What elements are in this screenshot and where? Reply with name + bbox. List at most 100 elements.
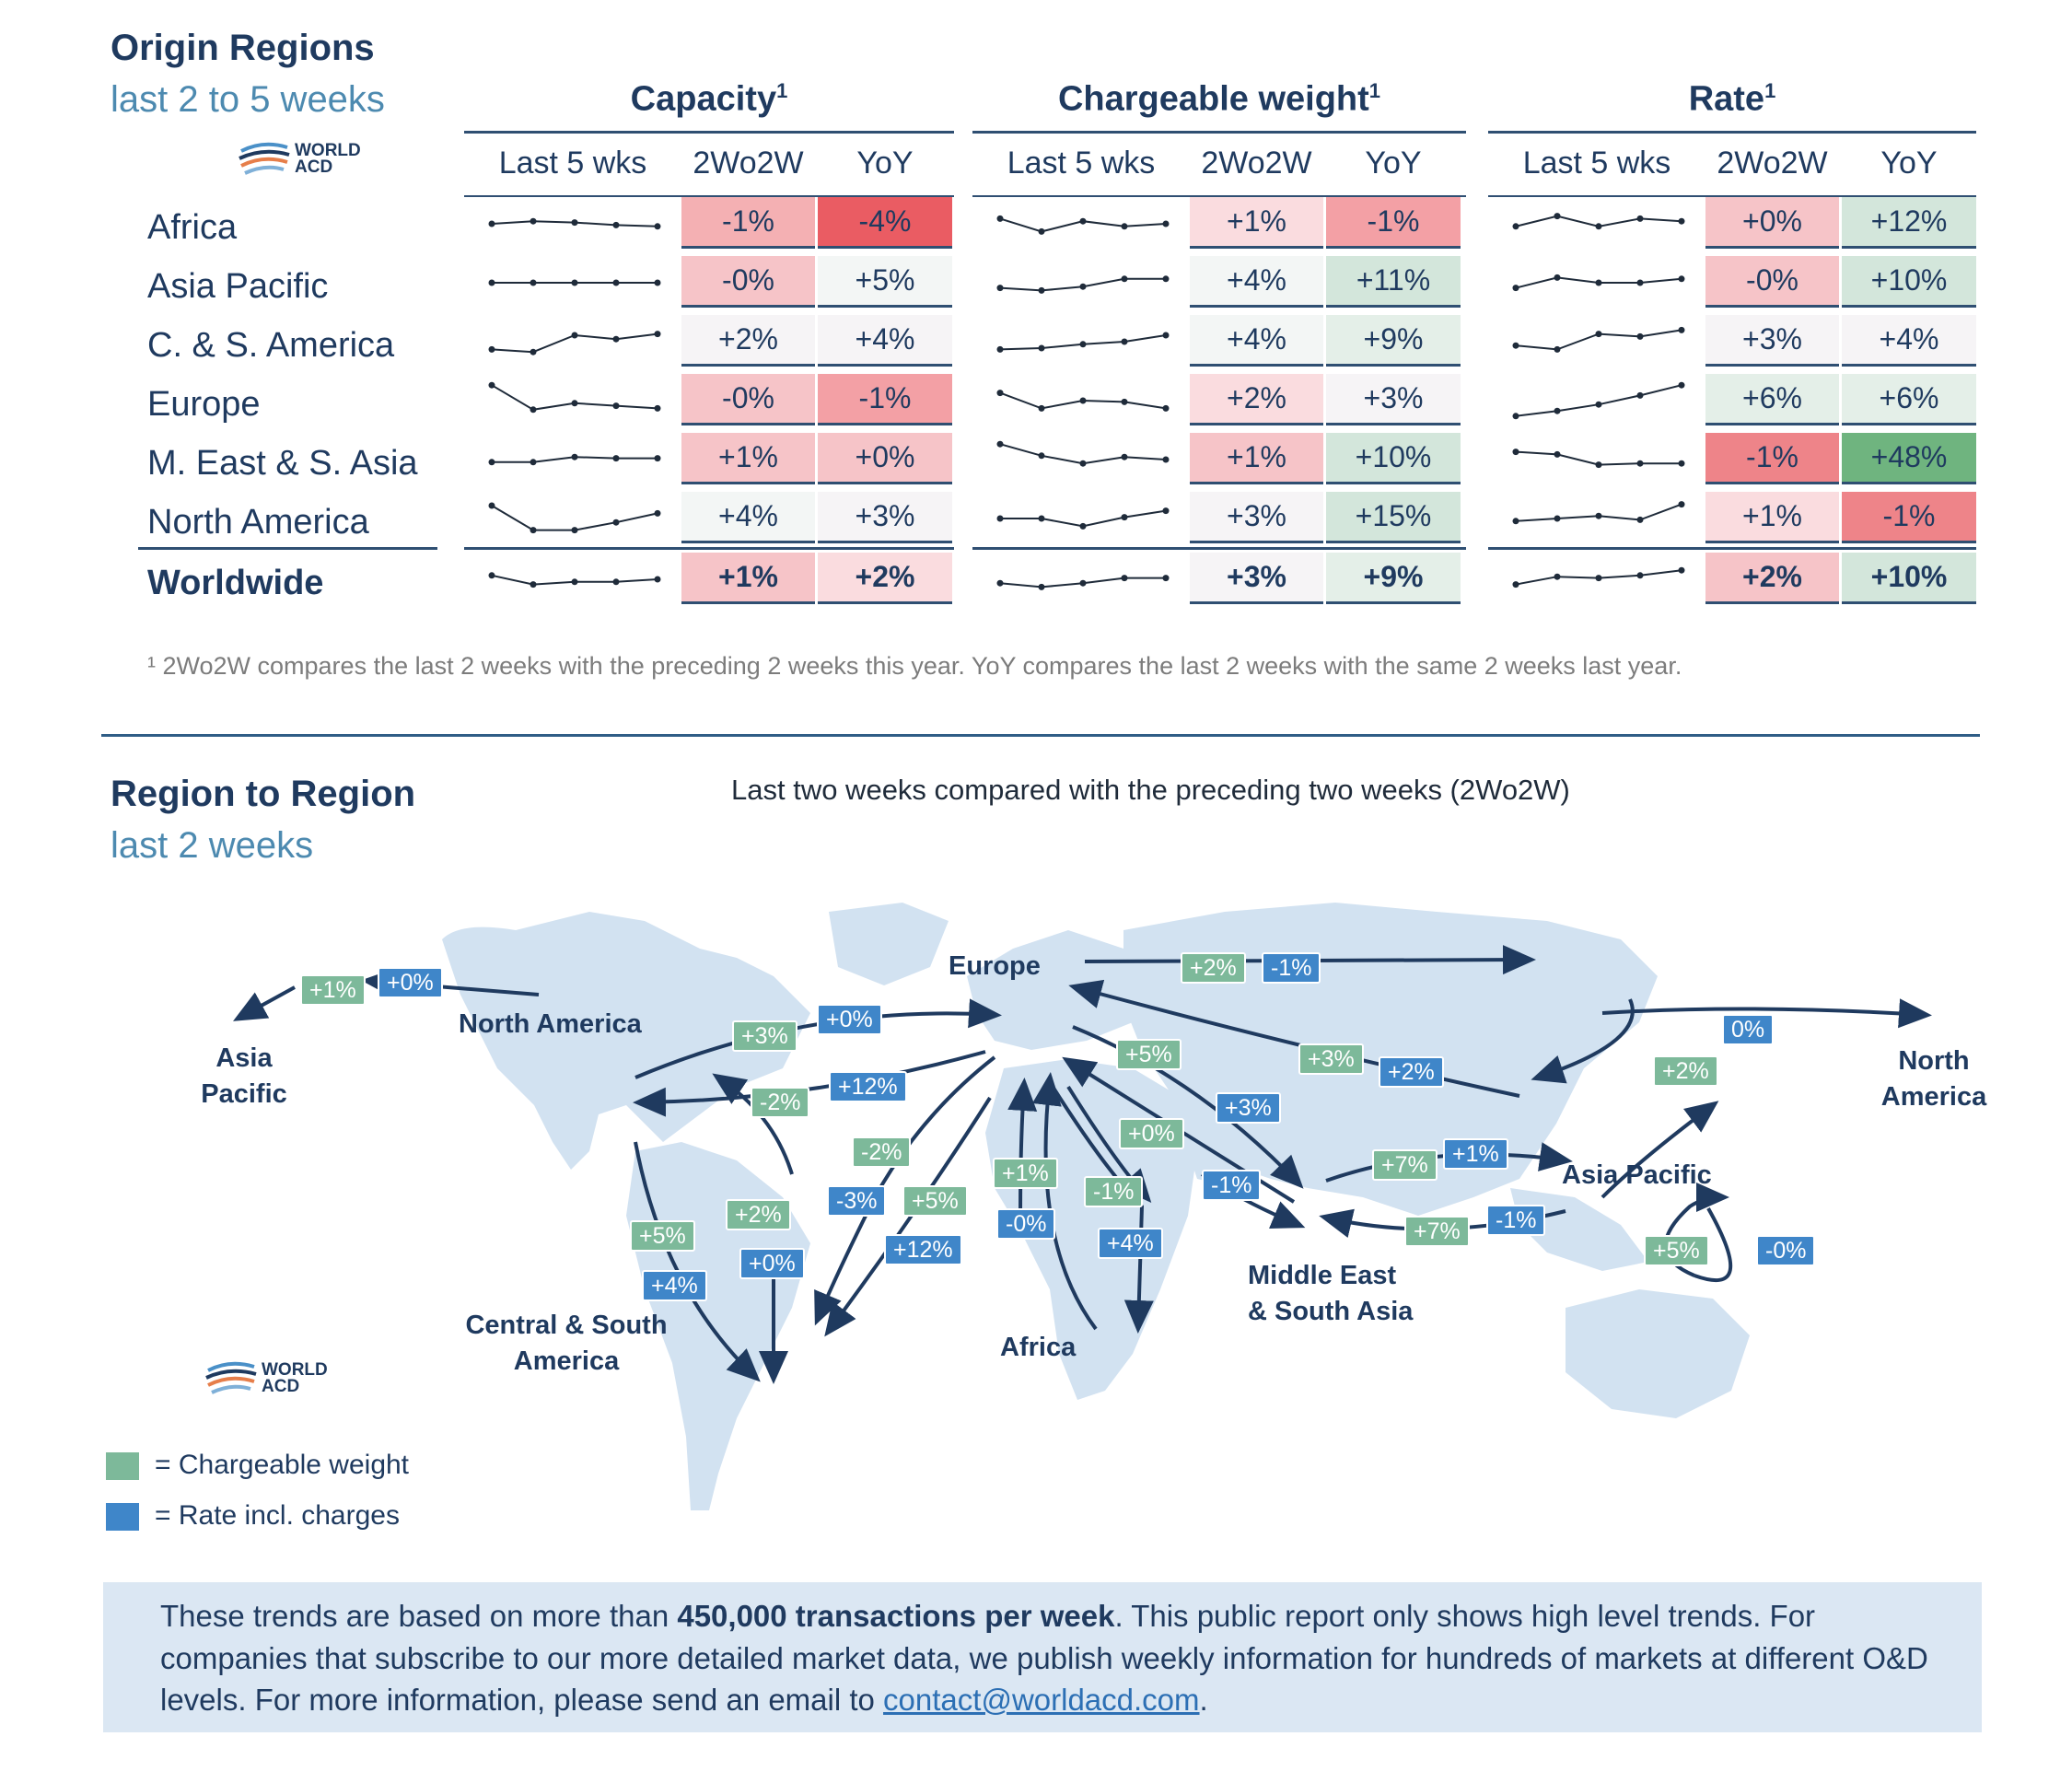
spark-point-capacity-4-1	[530, 459, 537, 466]
cell-rate-yoy-5: -1%	[1842, 492, 1976, 543]
flow-tag-chargeable-2: +3%	[732, 1020, 797, 1052]
info-box: These trends are based on more than 450,…	[103, 1582, 1982, 1732]
spark-point-chargeable-weight-0-0	[996, 215, 1004, 222]
spark-point-rate-2-4	[1678, 326, 1685, 333]
sparkline-chargeable-weight-0	[996, 215, 1170, 235]
spark-point-chargeable-weight-2-0	[996, 345, 1004, 353]
flow-tag-chargeable-0: +1%	[300, 974, 366, 1006]
logo2-text-2: ACD	[262, 1377, 300, 1396]
spark-point-chargeable-weight-4-0	[996, 440, 1004, 448]
total-separator-chargeable-weight	[972, 547, 1466, 550]
colhead-underline-capacity	[464, 195, 954, 197]
sparkline-rate-6	[1512, 566, 1685, 589]
contact-email-link[interactable]: contact@worldacd.com	[883, 1683, 1200, 1718]
flow-tag-chargeable-24: +5%	[902, 1185, 968, 1217]
spark-point-chargeable-weight-6-4	[1162, 575, 1170, 582]
cell-capacity-yoy-4: +0%	[818, 433, 952, 484]
spark-point-capacity-2-1	[530, 348, 537, 355]
spark-point-rate-5-1	[1554, 515, 1561, 522]
sparkline-chargeable-weight-6	[996, 575, 1170, 590]
sparkline-capacity-0	[488, 217, 661, 230]
cell-rate-yoy-0: +12%	[1842, 197, 1976, 249]
spark-point-rate-4-2	[1595, 461, 1602, 469]
flow-tag-rate-29: +4%	[1098, 1228, 1163, 1259]
flow-tag-rate-25: +12%	[884, 1234, 962, 1265]
spark-point-rate-3-0	[1512, 413, 1519, 420]
sparkline-rate-2	[1512, 326, 1685, 353]
greenland-shape	[829, 903, 949, 985]
cell-capacity-yoy-2: +4%	[818, 315, 952, 367]
spark-point-capacity-6-0	[488, 572, 495, 579]
spark-point-chargeable-weight-4-3	[1121, 453, 1128, 460]
flow-tag-rate-13: -1%	[1202, 1170, 1262, 1201]
colhead-underline-chargeable-weight	[972, 195, 1466, 197]
cell-capacity-yoy-1: +5%	[818, 256, 952, 308]
cell-chargeable-weight-2wo2w-1: +4%	[1190, 256, 1323, 308]
cell-rate-yoy-6: +10%	[1842, 553, 1976, 604]
flow-tag-rate-21: -0%	[1756, 1235, 1816, 1266]
spark-point-capacity-1-4	[654, 279, 661, 286]
spark-point-rate-3-1	[1554, 407, 1561, 414]
flow-tag-chargeable-15: +2%	[1653, 1055, 1718, 1087]
flow-tag-rate-19: -1%	[1486, 1205, 1546, 1236]
col-header-rate-1: 2Wo2W	[1717, 146, 1828, 181]
sparkline-rate-1	[1512, 274, 1685, 292]
cell-capacity-2wo2w-2: +2%	[681, 315, 815, 367]
spark-point-chargeable-weight-5-4	[1162, 507, 1170, 515]
sparkline-capacity-1	[488, 279, 661, 286]
flow-tag-rate-11: +3%	[1216, 1092, 1281, 1124]
spark-point-chargeable-weight-6-0	[996, 579, 1004, 587]
spark-point-capacity-3-1	[530, 406, 537, 414]
spark-point-capacity-5-2	[571, 527, 578, 534]
spark-point-chargeable-weight-1-4	[1162, 275, 1170, 283]
spark-point-rate-1-1	[1554, 274, 1561, 281]
spark-point-capacity-2-3	[612, 335, 620, 343]
group-header-rate: Rate1	[1488, 79, 1976, 120]
spark-point-capacity-6-4	[654, 576, 661, 583]
cell-chargeable-weight-2wo2w-0: +1%	[1190, 197, 1323, 249]
flow-tag-chargeable-28: -1%	[1084, 1176, 1144, 1207]
sparkline-capacity-6	[488, 572, 661, 589]
spark-point-rate-2-0	[1512, 342, 1519, 349]
spark-point-capacity-4-0	[488, 459, 495, 466]
row-label-4: M. East & S. Asia	[147, 444, 418, 483]
spark-point-chargeable-weight-2-4	[1162, 332, 1170, 339]
cell-chargeable-weight-yoy-2: +9%	[1326, 315, 1461, 367]
flow-tag-chargeable-12: +0%	[1119, 1118, 1184, 1149]
flow-tag-rate-17: +1%	[1443, 1138, 1508, 1170]
flow-tag-rate-1: +0%	[378, 967, 443, 998]
spark-point-rate-6-4	[1678, 566, 1685, 574]
spark-point-rate-4-4	[1678, 460, 1685, 467]
cell-chargeable-weight-2wo2w-5: +3%	[1190, 492, 1323, 543]
sparkline-chargeable-weight-4	[996, 440, 1170, 467]
spark-point-capacity-1-0	[488, 279, 495, 286]
col-header-chargeable-weight-1: 2Wo2W	[1201, 146, 1312, 181]
cell-rate-2wo2w-6: +2%	[1705, 553, 1839, 604]
label-central-south-america: Central & South America	[465, 1311, 668, 1377]
spark-point-rate-5-3	[1636, 516, 1644, 523]
group-header-capacity: Capacity1	[464, 79, 954, 120]
spark-point-chargeable-weight-6-2	[1079, 579, 1087, 587]
label-africa: Africa	[1000, 1333, 1077, 1362]
cell-capacity-2wo2w-3: -0%	[681, 374, 815, 425]
col-header-chargeable-weight-0: Last 5 wks	[1007, 146, 1156, 181]
cell-chargeable-weight-yoy-1: +11%	[1326, 256, 1461, 308]
cell-rate-yoy-1: +10%	[1842, 256, 1976, 308]
origin-subtitle: last 2 to 5 weeks	[111, 79, 385, 120]
cell-rate-2wo2w-5: +1%	[1705, 492, 1839, 543]
ap-loop-lower	[1694, 1207, 1733, 1282]
spark-point-rate-4-1	[1554, 450, 1561, 458]
spark-point-chargeable-weight-1-3	[1121, 275, 1128, 283]
spark-point-capacity-3-3	[612, 402, 620, 410]
info-text-part2: . This public report only shows high lev…	[160, 1599, 1928, 1718]
spark-point-rate-3-3	[1636, 391, 1644, 399]
spark-point-chargeable-weight-1-0	[996, 285, 1004, 292]
spark-point-capacity-6-2	[571, 578, 578, 586]
legend-swatch-rate	[106, 1503, 139, 1531]
spark-point-rate-1-2	[1595, 279, 1602, 286]
spark-point-rate-4-3	[1636, 460, 1644, 467]
spark-point-chargeable-weight-3-3	[1121, 398, 1128, 405]
cell-capacity-2wo2w-1: -0%	[681, 256, 815, 308]
cell-rate-2wo2w-3: +6%	[1705, 374, 1839, 425]
group-header-chargeable-weight: Chargeable weight1	[972, 79, 1466, 120]
